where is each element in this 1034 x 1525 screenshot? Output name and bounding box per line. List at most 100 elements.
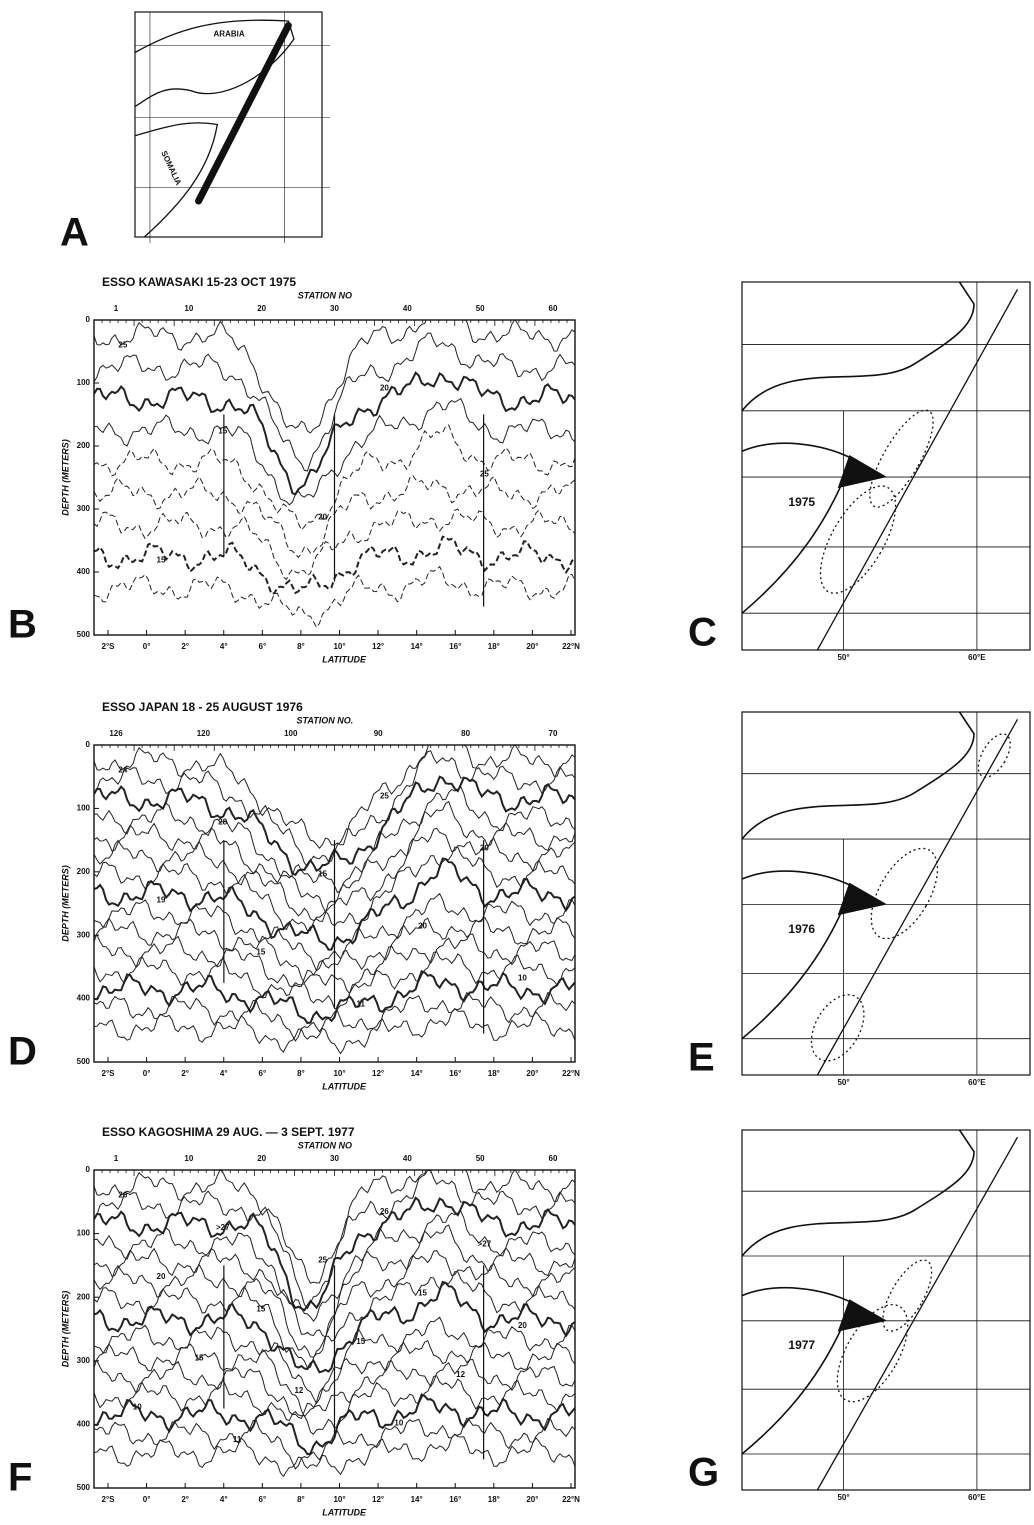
latitude-tick-label: 6° [259,1069,267,1078]
panel-letter: A [60,211,89,255]
depth-tick-label: 500 [77,1483,91,1492]
panel-letter: F [8,1456,32,1500]
contour-label: 15 [318,869,327,878]
contour-line [94,991,575,1042]
station-label: STATION NO. [297,715,354,725]
latitude-tick-label: 12° [372,1495,384,1504]
contour-line [94,1007,575,1055]
station-tick-label: 60 [549,1154,558,1163]
depth-tick-label: 300 [77,504,91,513]
station-tick-label: 10 [184,304,193,313]
station-tick-label: 1 [114,1154,119,1163]
station-tick-label: 126 [109,729,123,738]
contour-label: 24 [118,765,127,774]
map-frame [741,281,1031,651]
latitude-label: LATITUDE [322,1507,367,1517]
panel-letter: B [8,603,37,647]
panel-letter: G [688,1451,719,1495]
station-tick-label: 60 [549,304,558,313]
longitude-label: 60°E [968,1078,986,1087]
latitude-tick-label: 2°S [102,1495,116,1504]
latitude-tick-label: 0° [143,1495,151,1504]
section-title: ESSO JAPAN 18 - 25 AUGUST 1976 [102,700,303,714]
latitude-tick-label: 2° [181,642,189,651]
station-tick-label: 80 [461,729,470,738]
contour-label: 15 [256,947,265,956]
latitude-tick-label: 8° [297,1069,305,1078]
depth-label: DEPTH (METERS) [60,1291,70,1368]
contour-label: 11 [233,1435,242,1444]
upwelling-wedge [837,454,887,489]
longitude-label: 50° [837,1078,849,1087]
latitude-tick-label: 8° [297,1495,305,1504]
contour-label: 10 [133,1402,142,1411]
depth-tick-label: 300 [77,930,91,939]
map-year: 1975 [788,495,815,509]
depth-tick-label: 200 [77,867,91,876]
latitude-tick-label: 18° [488,1069,500,1078]
depth-tick-label: 300 [77,1356,91,1365]
station-tick-label: 30 [330,1154,339,1163]
coastline [741,711,975,840]
contour-label: >27 [478,1239,492,1248]
longitude-label: 50° [837,653,849,662]
contour-line [94,1196,575,1312]
map-frame [741,1129,1031,1491]
longitude-label: 60°E [968,1493,986,1502]
station-tick-label: 40 [403,304,412,313]
depth-tick-label: 400 [77,1420,91,1429]
contour-line [94,565,575,629]
latitude-tick-label: 20° [526,1495,538,1504]
depth-tick-label: 400 [77,994,91,1003]
latitude-label: LATITUDE [322,654,367,664]
latitude-tick-label: 16° [449,1069,461,1078]
latitude-tick-label: 10° [333,1069,345,1078]
latitude-tick-label: 18° [488,642,500,651]
contour-line [94,1433,575,1478]
contour-label: 15 [195,1354,204,1363]
eddy-ellipse [819,485,897,594]
latitude-tick-label: 12° [372,642,384,651]
latitude-tick-label: 12° [372,1069,384,1078]
contour-label: 20 [418,921,427,930]
depth-tick-label: 200 [77,441,91,450]
latitude-tick-label: 22°N [562,1495,580,1504]
contour-label: 20 [480,843,489,852]
latitude-tick-label: 20° [526,1069,538,1078]
contour-line [94,424,575,531]
latitude-tick-label: 14° [411,1069,423,1078]
ship-track [195,22,292,205]
panel-letter: E [688,1036,715,1080]
map-label: ARABIA [214,30,245,39]
map-year: 1977 [788,1338,815,1352]
contour-line [94,332,575,472]
latitude-tick-label: 6° [259,642,267,651]
panel-letter: C [688,611,717,655]
latitude-tick-label: 2° [181,1069,189,1078]
contour-label: 25 [380,791,389,800]
latitude-tick-label: 6° [259,1495,267,1504]
contour-label: 20 [380,383,389,392]
latitude-tick-label: 22°N [562,642,580,651]
latitude-tick-label: 4° [220,642,228,651]
station-tick-label: 70 [549,729,558,738]
longitude-label: 60°E [968,653,986,662]
depth-tick-label: 0 [86,315,91,324]
latitude-tick-label: 18° [488,1495,500,1504]
station-tick-label: 20 [257,1154,266,1163]
latitude-tick-label: 10° [333,642,345,651]
upwelling-wedge [837,882,887,916]
latitude-tick-label: 14° [411,1495,423,1504]
ship-track [816,1136,1019,1491]
contour-label: 15 [418,1288,427,1297]
contour-label: 28 [218,817,227,826]
station-tick-label: 120 [197,729,211,738]
contour-line [94,320,575,434]
depth-tick-label: 0 [86,740,91,749]
contour-label: 15 [256,1305,265,1314]
coastline [741,870,854,1040]
map-frame [741,711,1031,1076]
latitude-tick-label: 0° [143,1069,151,1078]
contour-label: 25 [480,469,489,478]
contour-label: 10 [394,1419,403,1428]
